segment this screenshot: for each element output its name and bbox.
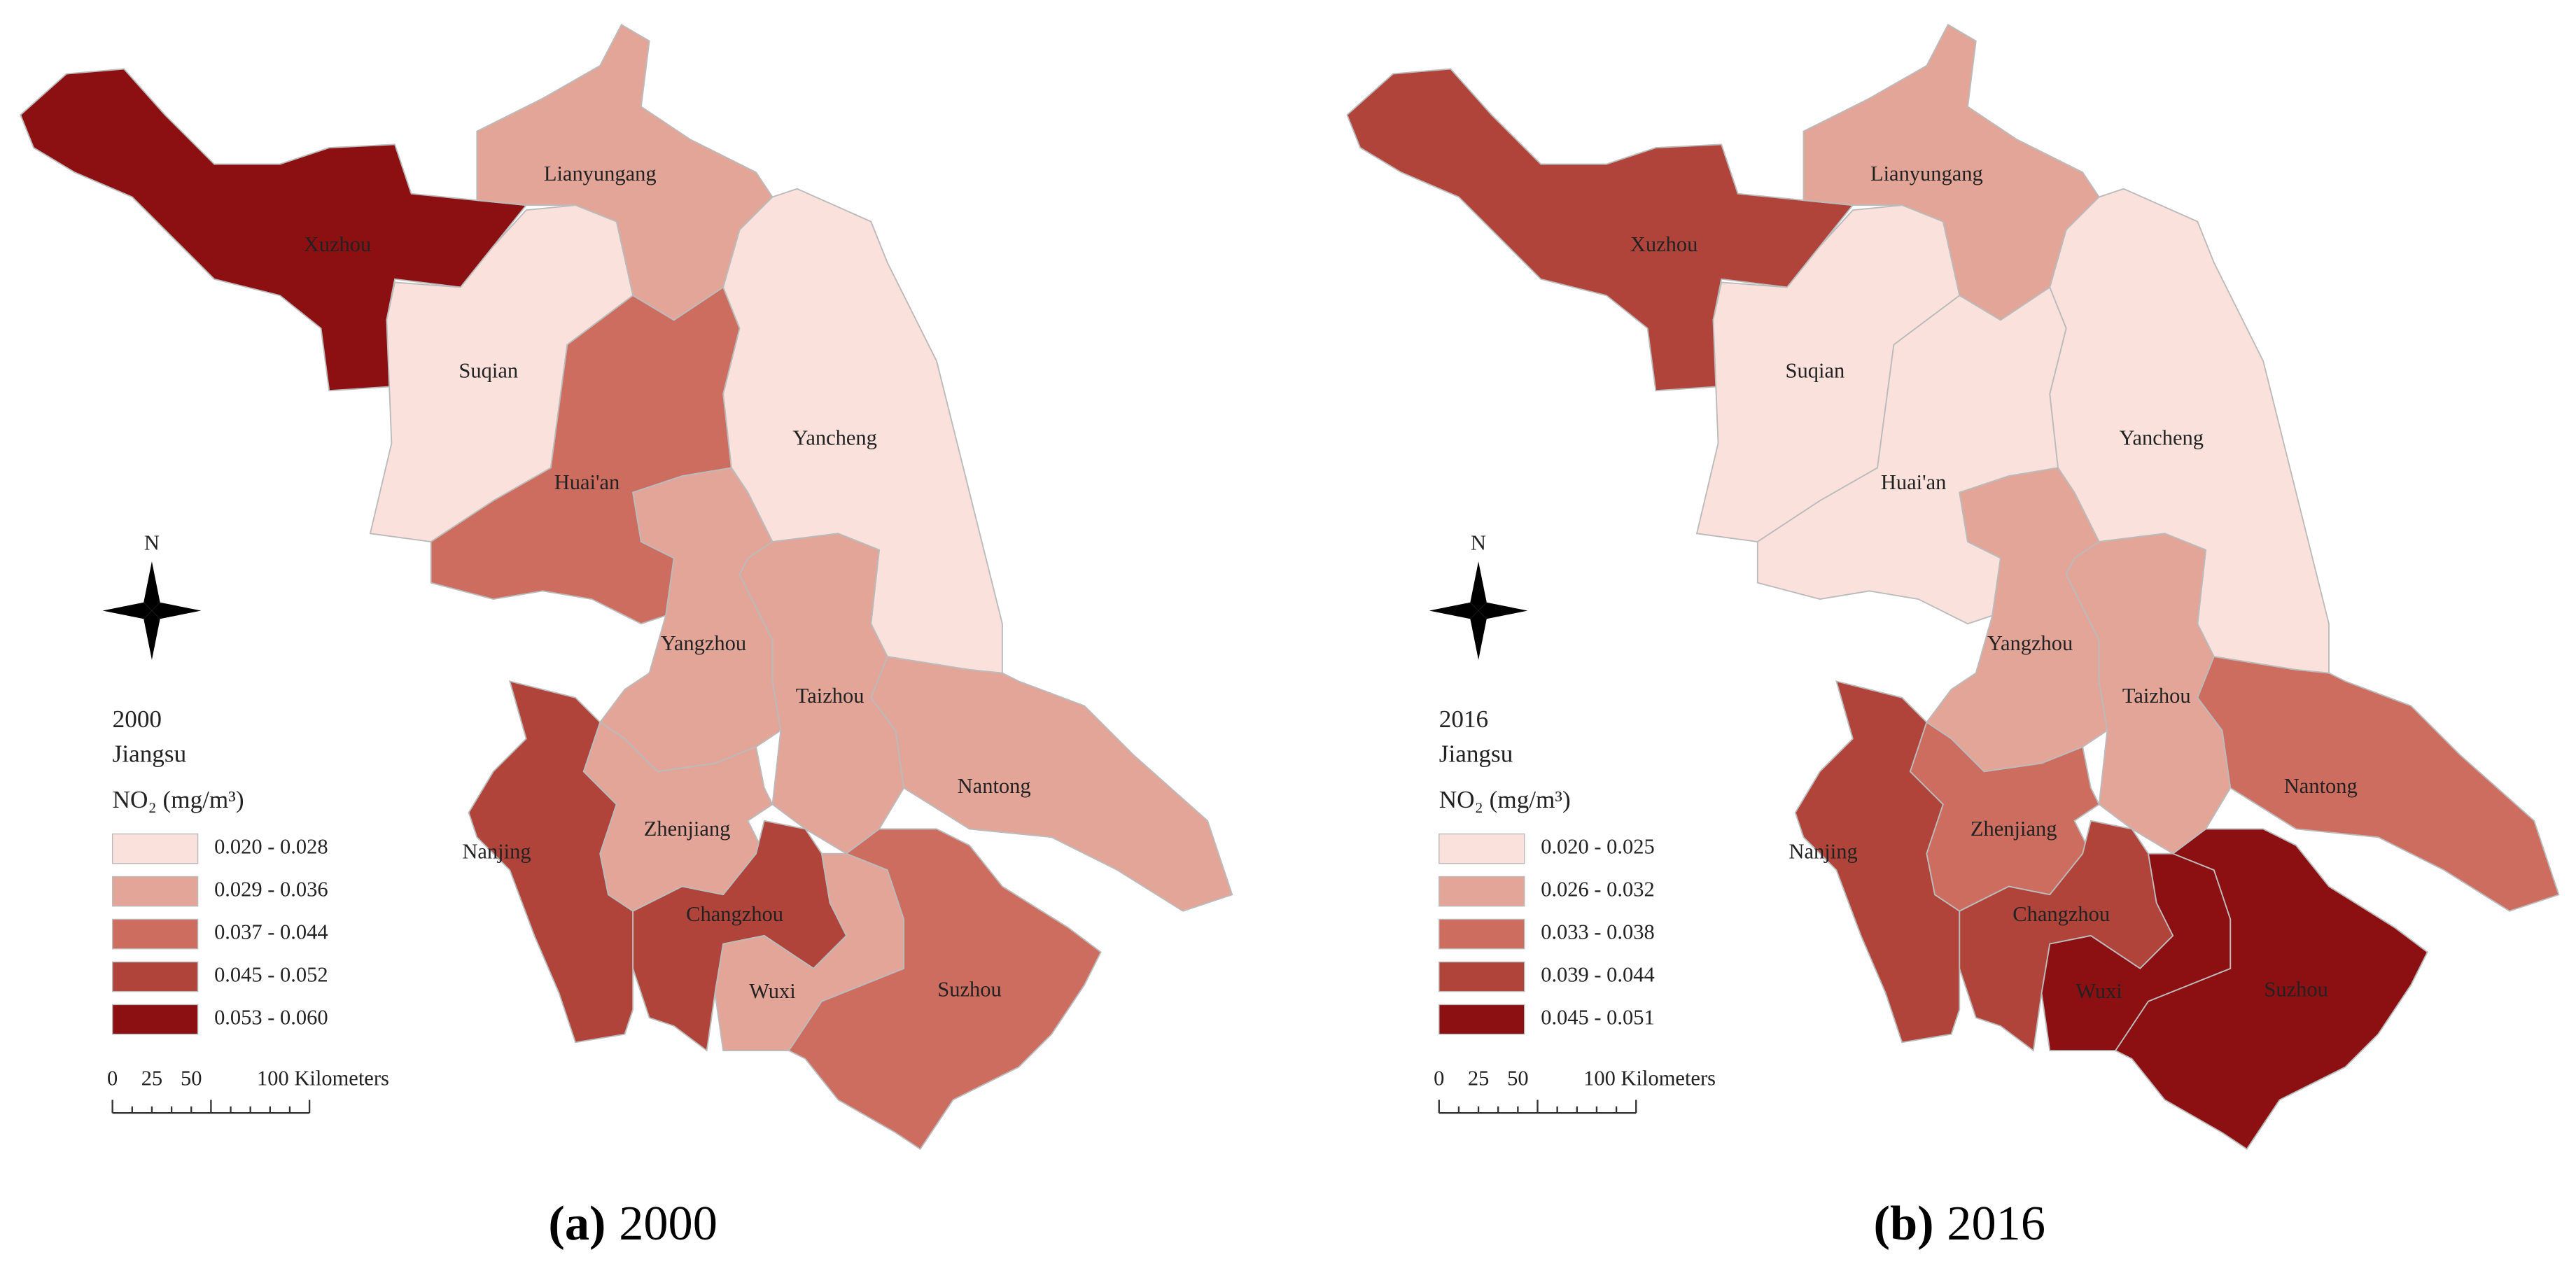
region-label: Huai'an [1881, 470, 1947, 494]
north-arrow [1429, 602, 1479, 619]
north-arrow [1470, 561, 1487, 611]
legend-unit: NO₂ (mg/m³) [113, 786, 244, 813]
region [598, 467, 782, 773]
region-label: Nanjing [1789, 840, 1858, 864]
region-label: Taizhou [796, 684, 864, 708]
region-label: Xuzhou [1630, 232, 1698, 256]
region [788, 828, 1102, 1151]
region-label: Nantong [2284, 774, 2358, 798]
legend-label: 0.029 - 0.036 [214, 878, 328, 901]
scale-label: 50 [181, 1066, 202, 1090]
north-arrow [151, 602, 202, 619]
legend-label: 0.020 - 0.028 [214, 835, 328, 859]
map-panel: Xuzhou Lianyungang Suqian Huai'an Yancheng Ya… [20, 23, 1233, 1251]
north-label: N [1471, 531, 1486, 555]
scale-label: 0 [1434, 1066, 1444, 1090]
region-label: Wuxi [749, 979, 796, 1003]
scale-label: 100 Kilometers [257, 1066, 389, 1090]
legend-label: 0.020 - 0.025 [1541, 835, 1655, 859]
legend-label: 0.033 - 0.038 [1541, 920, 1655, 944]
legend-title: Jiangsu [113, 740, 187, 767]
north-arrow [1478, 602, 1528, 619]
scale-label: 0 [107, 1066, 118, 1090]
region-label: Yancheng [792, 426, 877, 450]
north-arrow [144, 561, 160, 611]
region [20, 68, 528, 392]
legend-swatch [111, 833, 199, 864]
scale-label: 25 [1468, 1066, 1489, 1090]
region-label: Zhenjiang [644, 817, 731, 841]
region-label: Lianyungang [544, 162, 657, 185]
region-label: Taizhou [2122, 684, 2191, 708]
region-label: Yangzhou [661, 631, 746, 655]
region [2114, 828, 2428, 1151]
legend-title: 2016 [1439, 705, 1488, 733]
legend-label: 0.026 - 0.032 [1541, 878, 1655, 901]
region-label: Huai'an [554, 470, 620, 494]
north-arrow [144, 610, 160, 660]
caption-letter: (a) [548, 1196, 606, 1251]
region-label: Changzhou [686, 902, 783, 926]
legend-label: 0.039 - 0.044 [1541, 963, 1655, 987]
legend-swatch [111, 1004, 199, 1035]
north-arrow [1470, 610, 1487, 660]
caption-text: 2016 [1947, 1196, 2045, 1251]
region-label: Suzhou [937, 978, 1001, 1002]
region-label: Suqian [458, 358, 518, 382]
region-label: Suqian [1786, 358, 1845, 382]
region [870, 656, 1233, 912]
legend-label: 0.037 - 0.044 [214, 920, 328, 944]
legend-title: Jiangsu [1439, 740, 1513, 767]
region-label: Changzhou [2012, 902, 2110, 926]
legend-swatch [1438, 833, 1525, 864]
legend-unit: NO₂ (mg/m³) [1439, 786, 1571, 813]
caption: (a) 2000 [548, 1196, 718, 1251]
scale-label: 100 Kilometers [1583, 1066, 1716, 1090]
region-label: Yangzhou [1987, 631, 2073, 655]
legend-swatch [1438, 918, 1525, 950]
region-label: Nantong [958, 774, 1031, 798]
map-panel: Xuzhou Lianyungang Suqian Huai'an Yancheng Ya… [1346, 23, 2560, 1251]
north-label: N [144, 531, 160, 555]
legend-swatch [111, 876, 199, 907]
region-label: Lianyungang [1870, 162, 1983, 185]
region-label: Zhenjiang [1970, 817, 2057, 841]
region [2197, 656, 2560, 912]
north-arrow [102, 602, 152, 619]
region [1926, 467, 2108, 773]
legend-label: 0.045 - 0.051 [1541, 1006, 1655, 1030]
legend-swatch [111, 961, 199, 992]
region-label: Yancheng [2120, 426, 2204, 450]
legend-swatch [1438, 961, 1525, 992]
region [1346, 68, 1854, 392]
scale-label: 50 [1507, 1066, 1528, 1090]
legend-swatch [1438, 876, 1525, 907]
legend-swatch [111, 918, 199, 950]
legend-label: 0.045 - 0.052 [214, 963, 328, 987]
region-label: Wuxi [2076, 979, 2122, 1003]
legend-label: 0.053 - 0.060 [214, 1006, 328, 1030]
scale-label: 25 [141, 1066, 162, 1090]
region-label: Nanjing [462, 840, 531, 864]
legend-swatch [1438, 1004, 1525, 1035]
caption-letter: (b) [1874, 1196, 1934, 1251]
region-label: Xuzhou [304, 232, 372, 256]
caption-text: 2000 [619, 1196, 718, 1251]
legend-title: 2000 [113, 705, 162, 733]
caption: (b) 2016 [1874, 1196, 2045, 1251]
region-label: Suzhou [2264, 978, 2328, 1002]
